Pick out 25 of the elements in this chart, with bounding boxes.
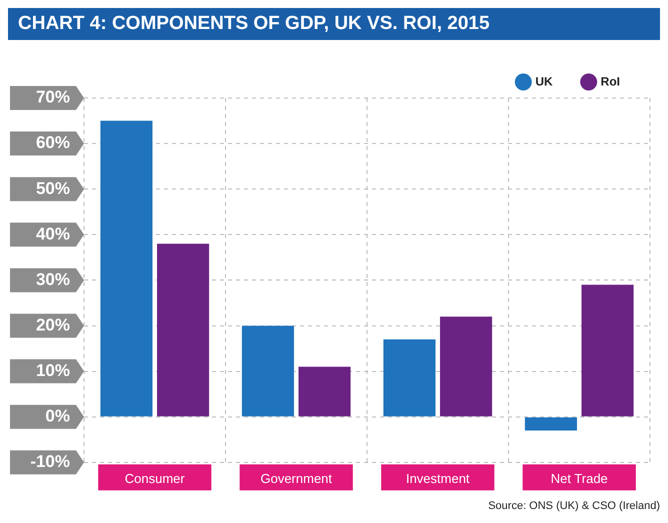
x-tick-label: Investment bbox=[406, 470, 470, 486]
bar bbox=[440, 316, 492, 416]
y-tick-label: 60% bbox=[36, 133, 70, 152]
bar bbox=[100, 120, 152, 416]
legend-label: UK bbox=[535, 74, 554, 88]
bar bbox=[298, 366, 351, 416]
y-tick-label: -10% bbox=[30, 452, 70, 472]
x-tick-label: Net Trade bbox=[550, 470, 608, 486]
bar bbox=[157, 244, 210, 416]
y-tick-label: 20% bbox=[36, 315, 70, 334]
source-note: Source: ONS (UK) & CSO (Ireland) bbox=[487, 500, 660, 512]
y-tick-label: 0% bbox=[45, 406, 70, 426]
x-tick-label: Government bbox=[260, 470, 332, 486]
y-tick-label: 10% bbox=[36, 360, 70, 380]
x-tick-label: Consumer bbox=[124, 470, 186, 486]
y-tick-label: 40% bbox=[36, 224, 70, 244]
bar bbox=[582, 284, 634, 416]
y-tick-label: 70% bbox=[36, 88, 70, 107]
y-tick-label: 30% bbox=[36, 270, 70, 289]
chart-title: CHART 4: COMPONENTS OF GDP, UK VS. ROI, 2015 bbox=[8, 8, 660, 40]
bar bbox=[242, 326, 294, 416]
y-tick-label: 50% bbox=[36, 178, 70, 198]
legend-label: RoI bbox=[600, 74, 620, 88]
bar bbox=[383, 339, 436, 416]
bar bbox=[524, 417, 577, 431]
